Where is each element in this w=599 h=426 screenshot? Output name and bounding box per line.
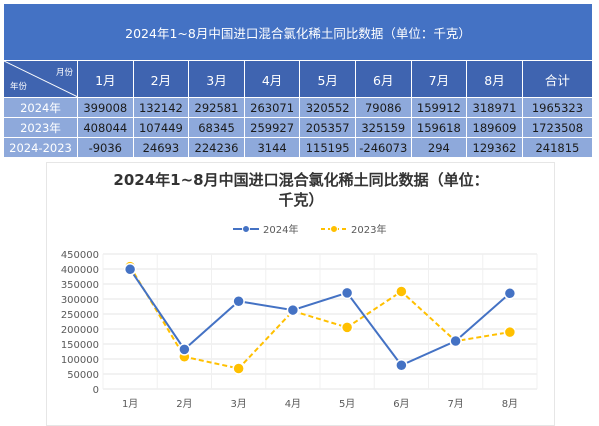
data-point — [503, 287, 517, 300]
data-point — [395, 285, 408, 298]
x-tick-label: 8月 — [502, 398, 518, 410]
column-header: 8月 — [466, 60, 523, 98]
table-row: 2024年 399008 132142 292581 263071 320552 79086… — [3, 97, 594, 118]
y-tick-label: 150000 — [61, 340, 99, 351]
data-point — [286, 303, 300, 317]
column-header: 6月 — [354, 60, 412, 98]
y-tick-label: 250000 — [61, 310, 99, 321]
y-tick-label: 350000 — [61, 280, 99, 291]
table-cell: 263071 — [243, 97, 301, 118]
table-row: 2023年 408044 107449 68345 259927 205357 325159… — [3, 117, 594, 138]
data-point — [340, 321, 354, 334]
row-label: 2023年 — [3, 117, 78, 138]
table-cell: 1965323 — [521, 97, 594, 118]
y-tick-label: 300000 — [61, 295, 99, 306]
table-cell: 205357 — [299, 117, 356, 138]
legend-marker — [330, 225, 338, 233]
column-header: 4月 — [243, 60, 301, 98]
table-cell: 325159 — [354, 117, 412, 138]
x-tick-label: 2月 — [176, 398, 192, 410]
column-header: 1月 — [77, 60, 134, 98]
table-cell: 159912 — [410, 97, 468, 118]
column-header: 7月 — [410, 60, 468, 98]
column-header: 3月 — [188, 60, 245, 98]
table-cell: 408044 — [77, 117, 134, 138]
y-tick-label: 450000 — [61, 250, 99, 261]
column-header: 2月 — [132, 60, 190, 98]
table-cell: 115195 — [299, 137, 356, 158]
data-point — [449, 334, 462, 348]
corner-label-month: 月份 — [55, 68, 73, 78]
x-tick-label: 1月 — [122, 398, 138, 410]
legend-label: 2024年 — [263, 223, 298, 236]
series-line — [129, 266, 511, 370]
data-table: 2024年1~8月中国进口混合氯化稀土同比数据（单位：千克） 月份 年份 1月 2… — [3, 3, 594, 158]
table-cell: 107449 — [132, 117, 190, 138]
table-cell: 320552 — [299, 97, 356, 118]
table-header-row: 月份 年份 1月 2月 3月 4月 5月 6月 7月 8月 合计 — [3, 60, 594, 98]
y-tick-label: 50000 — [67, 370, 99, 381]
corner-diagonal-line — [4, 61, 77, 97]
corner-label-year: 年份 — [10, 82, 28, 92]
chart-title-line-1: 2024年1~8月中国进口混合氯化稀土同比数据（单位： — [113, 171, 488, 189]
table-cell: 68345 — [188, 117, 245, 138]
table-cell: 259927 — [243, 117, 301, 138]
table-cell: 292581 — [188, 97, 245, 118]
x-tick-label: 7月 — [447, 398, 463, 410]
row-label: 2024年 — [3, 97, 78, 118]
series-line — [129, 268, 511, 367]
table-cell: 79086 — [354, 97, 412, 118]
table-corner-cell: 月份 年份 — [3, 60, 78, 98]
table-cell: 1723508 — [521, 117, 594, 138]
x-tick-label: 6月 — [393, 398, 409, 410]
table-title: 2024年1~8月中国进口混合氯化稀土同比数据（单位：千克） — [3, 3, 593, 61]
chart-title-line-2: 千克） — [278, 191, 323, 209]
table-cell: 318971 — [466, 97, 523, 118]
table-cell: 189609 — [466, 117, 523, 138]
data-point — [178, 343, 191, 356]
data-point — [503, 325, 517, 339]
row-label: 2024-2023 — [3, 137, 78, 158]
table-cell: 129362 — [466, 137, 523, 158]
table-cell: 399008 — [77, 97, 134, 118]
legend-marker — [242, 225, 250, 233]
y-tick-label: 200000 — [61, 325, 99, 336]
data-point — [395, 359, 408, 372]
data-point — [232, 362, 245, 375]
table-cell: 224236 — [188, 137, 245, 158]
data-point — [123, 263, 137, 276]
legend-label: 2023年 — [351, 223, 386, 236]
table-cell: 24693 — [132, 137, 190, 158]
x-tick-label: 4月 — [285, 398, 301, 410]
y-tick-label: 0 — [93, 385, 99, 396]
line-chart: 2024年1~8月中国进口混合氯化稀土同比数据（单位： 千克） 0 50000 1000… — [46, 162, 555, 426]
table-cell: 159618 — [410, 117, 468, 138]
y-tick-label: 100000 — [61, 355, 99, 366]
table-row: 2024-2023 -9036 24693 224236 3144 115195 -2460… — [3, 137, 594, 158]
column-header: 合计 — [521, 60, 594, 98]
data-point — [340, 286, 354, 300]
table-cell: -9036 — [77, 137, 134, 158]
table-cell: 3144 — [243, 137, 301, 158]
table-cell: 132142 — [132, 97, 190, 118]
column-header: 5月 — [299, 60, 356, 98]
x-tick-label: 5月 — [339, 398, 355, 410]
table-cell: 241815 — [521, 137, 594, 158]
table-cell: -246073 — [354, 137, 412, 158]
data-point — [232, 294, 245, 308]
y-tick-label: 400000 — [61, 265, 99, 276]
table-cell: 294 — [410, 137, 468, 158]
x-tick-label: 3月 — [230, 398, 246, 410]
